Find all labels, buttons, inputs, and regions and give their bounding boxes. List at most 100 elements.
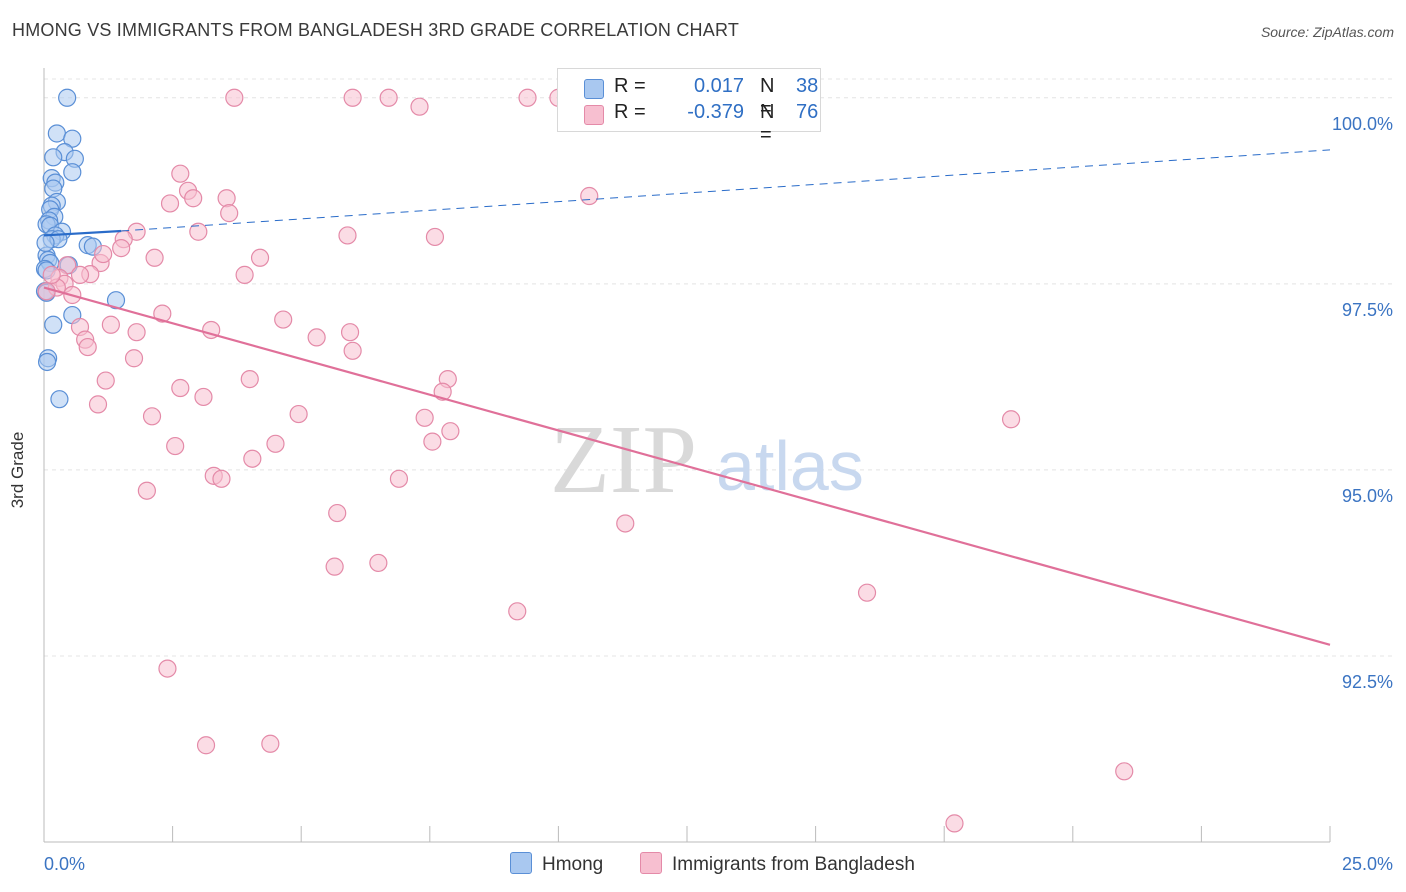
bangladesh-point (307, 328, 326, 347)
bangladesh-point (379, 88, 398, 107)
bangladesh-point (389, 469, 409, 488)
bangladesh-point (240, 369, 259, 389)
hmong-point (63, 129, 82, 148)
legend-r-label: R = (614, 75, 646, 97)
y-tick-label: 97.5% (1342, 300, 1393, 320)
hmong-points (35, 88, 126, 409)
bangladesh-legend-label: Immigrants from Bangladesh (672, 854, 915, 875)
bangladesh-point (243, 449, 262, 468)
bangladesh-point (369, 553, 388, 573)
bangladesh-point (42, 265, 61, 284)
bangladesh-point (274, 310, 293, 329)
bangladesh-point (423, 432, 442, 451)
bangladesh-point (225, 88, 244, 107)
bangladesh-point (338, 226, 357, 245)
y-tick-label: 100.0% (1332, 114, 1393, 134)
trend-lines (43, 149, 1331, 646)
bangladesh-point (616, 514, 635, 533)
bangladesh-point (415, 408, 434, 427)
legend: R = 0.017 N = 38 R = -0.379 N = 76 (557, 68, 821, 146)
bangladesh-point (518, 88, 537, 107)
bangladesh-points (37, 88, 1134, 833)
legend-r-value: 0.017 (693, 75, 744, 97)
bangladesh-point (78, 337, 97, 357)
hmong-swatch (584, 79, 604, 99)
legend-r-value: -0.379 (687, 101, 744, 123)
bangladesh-point (184, 189, 203, 208)
bangladesh-point (124, 349, 144, 368)
bangladesh-point (266, 434, 285, 453)
bangladesh-point (94, 244, 113, 264)
source-credit: Source: ZipAtlas.com (1260, 24, 1394, 40)
bangladesh-point (325, 557, 344, 576)
legend-n-value: 38 (796, 75, 819, 97)
bottom-legend-bangladesh: Immigrants from Bangladesh (640, 852, 915, 876)
bangladesh-point (580, 186, 599, 206)
bangladesh-point (441, 422, 460, 441)
bangladesh-point (1001, 410, 1021, 429)
legend-n-value: 76 (796, 101, 819, 123)
bangladesh-point (261, 734, 280, 753)
bangladesh-legend-swatch (640, 852, 662, 874)
bangladesh-point (137, 481, 156, 500)
bangladesh-point (153, 304, 172, 323)
hmong-trend-extension (121, 149, 1331, 232)
bangladesh-trend-line (43, 286, 1331, 646)
hmong-point (44, 315, 63, 334)
bangladesh-point (340, 323, 360, 342)
y-tick-label: 95.0% (1342, 486, 1393, 506)
hmong-point (37, 352, 57, 372)
bangladesh-point (508, 602, 527, 621)
bangladesh-point (158, 659, 177, 678)
bangladesh-point (127, 323, 146, 342)
bangladesh-point (220, 204, 239, 223)
bangladesh-point (1115, 762, 1134, 781)
bangladesh-swatch (584, 105, 604, 125)
hmong-trend-line (43, 229, 122, 237)
watermark-atlas: atlas (716, 427, 864, 505)
bangladesh-point (250, 248, 270, 267)
axes (43, 68, 1331, 843)
bangladesh-point (945, 814, 964, 833)
bangladesh-point (70, 265, 90, 284)
bangladesh-point (96, 371, 115, 390)
bangladesh-point (425, 227, 445, 247)
tick-labels: 92.5% 95.0% 97.5% 100.0% 0.0% 25.0% (44, 114, 1393, 874)
bangladesh-point (194, 387, 213, 407)
hmong-point (47, 124, 66, 143)
legend-n-label: N = (760, 101, 775, 146)
legend-r-label: R = (614, 101, 646, 123)
bangladesh-point (171, 378, 190, 398)
bangladesh-point (289, 404, 308, 424)
bangladesh-point (217, 189, 236, 208)
hmong-legend-label: Hmong (542, 854, 604, 875)
watermark-zip: ZIP (550, 406, 697, 514)
bangladesh-point (212, 469, 231, 488)
bangladesh-point (37, 282, 56, 301)
bangladesh-point (142, 407, 162, 426)
bangladesh-point (145, 248, 164, 267)
bangladesh-point (171, 164, 190, 183)
bangladesh-point (112, 239, 131, 258)
bangladesh-point (196, 736, 216, 755)
bangladesh-point (343, 341, 362, 360)
legend-n-label: N = (760, 75, 775, 120)
hmong-point (36, 233, 55, 252)
hmong-legend-swatch (510, 852, 532, 874)
bangladesh-point (189, 222, 208, 241)
bangladesh-point (343, 88, 362, 107)
bangladesh-point (328, 503, 347, 523)
bangladesh-point (166, 436, 185, 456)
hmong-point (44, 148, 63, 167)
hmong-point (58, 88, 77, 107)
hmong-point (106, 291, 126, 310)
bangladesh-point (235, 265, 254, 284)
y-tick-label: 92.5% (1342, 672, 1393, 692)
chart-title: HMONG VS IMMIGRANTS FROM BANGLADESH 3RD … (12, 20, 740, 40)
bangladesh-point (88, 395, 108, 414)
bangladesh-point (160, 194, 180, 213)
x-tick-label: 0.0% (44, 854, 85, 874)
hmong-point (63, 163, 82, 182)
bottom-legend-hmong: Hmong (510, 852, 603, 876)
